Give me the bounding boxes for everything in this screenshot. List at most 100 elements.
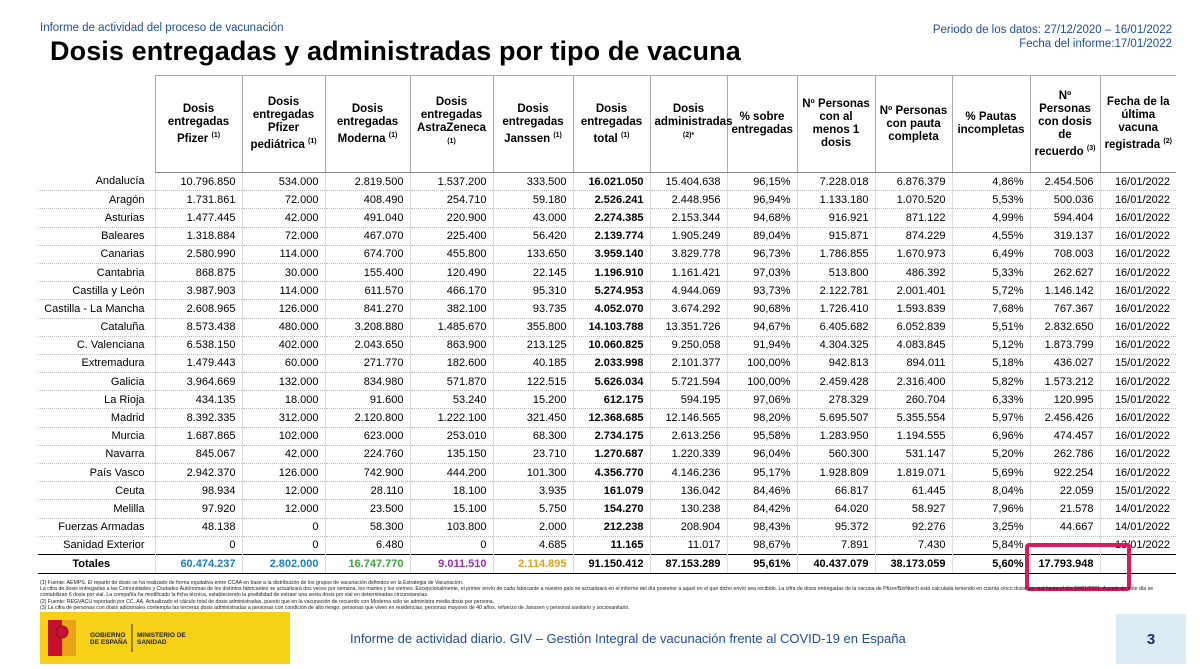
cell: 1.928.809 [796,463,875,483]
cell: 1.670.973 [874,245,952,264]
cell: 916.921 [796,208,875,228]
cell: 3.829.778 [649,245,727,264]
cell: 2.122.781 [796,281,875,301]
cell: 868.875 [154,263,242,283]
subtitle: Informe de actividad del proceso de vacu… [40,22,284,34]
cell: 58.927 [874,499,952,519]
table-row: Galicia 3.964.669 132.000 834.980 571.870 122… [38,372,1176,392]
cell: 2.459.428 [796,372,875,392]
cell: 2.454.506 [1029,172,1100,192]
cell: 100,00% [726,354,797,374]
cell: 312.000 [241,408,325,428]
header-text: Dosis entregadas Janssen [502,102,564,145]
table-row: Ceuta 98.934 12.000 28.110 18.100 3.935 161.07… [38,481,1176,501]
cell: 5,82% [951,372,1030,392]
footnotes: (1) Fuente: AEMPS. El reparto de dosis s… [40,580,1180,611]
cell: 16/01/2022 [1099,318,1176,337]
cell: 91,94% [726,336,797,355]
cell: 16/01/2022 [1099,172,1176,192]
region: Fuerzas Armadas [38,518,155,537]
table-row: Andalucía 10.796.850 534.000 2.819.500 1.537… [38,172,1176,192]
cell: 874.229 [874,227,952,246]
cell: 95,17% [726,463,797,483]
cell: 1.220.339 [649,445,727,465]
cell: 96,15% [726,172,797,192]
cell: 133.650 [492,245,573,264]
header-text: Dosis administradas [654,102,733,128]
cell: 674.700 [324,245,410,264]
cell: 30.000 [241,263,325,283]
cell: 16/01/2022 [1099,463,1176,483]
cell: 84,46% [726,481,797,501]
cell: 42.000 [241,445,325,465]
cell: 4.685 [492,536,573,555]
cell: 95.310 [492,281,573,301]
header-text: Nº Personas con al menos 1 dosis [802,98,870,149]
total-cell: 16.747.770 [324,553,410,574]
cell: 1.270.687 [572,445,650,465]
cell: 2.942.370 [154,463,242,483]
column-header: Nº Personas con pauta completa [874,75,952,173]
page-box [1116,614,1186,664]
table-row: Sanidad Exterior 0 0 6.480 0 4.685 11.165 11.01… [38,536,1176,555]
cell: 72.000 [241,190,325,210]
cell: 208.904 [649,518,727,537]
cell: 894.011 [874,354,952,374]
table-row: Aragón 1.731.861 72.000 408.490 254.710 59.18… [38,190,1176,210]
cell: 15.200 [492,390,573,410]
cell: 84,42% [726,499,797,519]
cell: 21.578 [1029,499,1100,519]
header-note: (2)* [682,131,695,139]
cell: 5.695.507 [796,408,875,428]
cell: 0 [241,536,325,555]
table-row: Castilla y León 3.987.903 114.000 611.570 46… [38,281,1176,301]
cell: 408.490 [324,190,410,210]
cell: 22.145 [492,263,573,283]
cell: 2.580.990 [154,245,242,264]
cell: 871.122 [874,208,952,228]
cell: 224.760 [324,445,410,465]
cell: 841.270 [324,299,410,319]
cell: 136.042 [649,481,727,501]
cell: 59.180 [492,190,573,210]
cell: 1.726.410 [796,299,875,319]
cell: 101.300 [492,463,573,483]
cell: 18.100 [409,481,493,501]
cell: 5,12% [951,336,1030,355]
column-header: Nº Personas con dosis de recuerdo (3) [1029,75,1100,173]
total-cell: 2.802.000 [241,553,325,574]
cell: 12.146.565 [649,408,727,428]
cell: 93.735 [492,299,573,319]
cell: 16/01/2022 [1099,408,1176,428]
table-row: Asturias 1.477.445 42.000 491.040 220.900 43.… [38,208,1176,228]
cell: 10.060.825 [572,336,650,355]
cell: 68.300 [492,427,573,446]
cell: 2.153.344 [649,208,727,228]
cell: 5,18% [951,354,1030,374]
total-cell: 5,60% [951,553,1030,574]
table-row: Navarra 845.067 42.000 224.760 135.150 23.710… [38,445,1176,465]
cell: 102.000 [241,427,325,446]
cell: 3,25% [951,518,1030,537]
cell: 4.304.325 [796,336,875,355]
table-row: Cataluña 8.573.438 480.000 3.208.880 1.485.6… [38,318,1176,337]
cell: 14/01/2022 [1099,499,1176,519]
table-row: Extremadura 1.479.443 60.000 271.770 182.600… [38,354,1176,374]
cell: 72.000 [241,227,325,246]
cell: 942.813 [796,354,875,374]
cell: 8.573.438 [154,318,242,337]
cell: 22.059 [1029,481,1100,501]
cell: 5,69% [951,463,1030,483]
cell: 4,99% [951,208,1030,228]
table-row: País Vasco 2.942.370 126.000 742.900 444.200… [38,463,1176,483]
page-number: 3 [1146,631,1156,648]
cell: 767.367 [1029,299,1100,319]
header-note: (1) [447,138,456,146]
region: Castilla y León [38,281,155,301]
cell: 98,43% [726,518,797,537]
column-header: Dosis entregadas Pfizer pediátrica (1) [241,75,325,173]
cell: 97,06% [726,390,797,410]
header-note: (3) [1086,144,1096,152]
region: Canarias [38,245,155,264]
cell: 2.316.400 [874,372,952,392]
